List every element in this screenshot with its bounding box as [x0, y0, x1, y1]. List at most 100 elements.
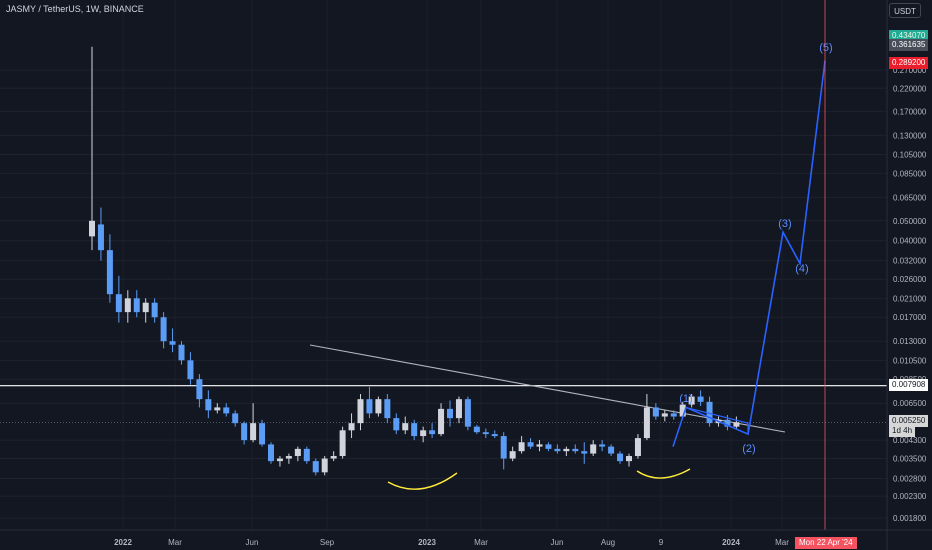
candle-body — [464, 399, 471, 427]
candle-body — [330, 456, 337, 459]
candle-body — [608, 446, 615, 454]
price-axis: 0.270000 0.220000 0.170000 0.130000 0.105000… — [886, 0, 927, 550]
y-tick-label: 0.085000 — [893, 169, 927, 178]
wave-labels-layer: (1) (2) (3) (4) (5) — [679, 42, 832, 455]
candle-body — [563, 448, 570, 452]
price-tag-resistance: 0.007908 — [889, 379, 929, 391]
candle-body — [402, 423, 409, 431]
candle-body — [536, 444, 543, 447]
candle-body — [142, 302, 149, 313]
x-tick-label: Jun — [551, 538, 564, 547]
y-tick-label: 0.002800 — [893, 474, 927, 483]
candle-body — [482, 432, 489, 435]
wave-label: (2) — [742, 443, 755, 455]
candle-body — [250, 423, 257, 441]
candle-body — [393, 418, 400, 431]
candle-body — [581, 451, 588, 454]
y-tick-label: 0.026000 — [893, 275, 927, 284]
y-tick-label: 0.270000 — [893, 66, 927, 75]
candle-body — [259, 423, 266, 445]
candle-body — [706, 401, 713, 424]
candle-body — [232, 413, 239, 424]
candle-body — [133, 298, 140, 313]
candle-body — [366, 399, 373, 414]
candle-body — [312, 461, 319, 473]
candle-body — [554, 448, 561, 452]
candle-body — [697, 396, 704, 402]
candle-body — [688, 396, 695, 405]
y-tick-label: 0.220000 — [893, 84, 927, 93]
y-tick-label: 0.013000 — [893, 337, 927, 346]
symbol-title: JASMY / TetherUS, 1W, BINANCE — [6, 4, 144, 14]
candle-body — [590, 444, 597, 454]
currency-button[interactable]: USDT — [889, 3, 921, 18]
x-tick-label: Mar — [474, 538, 488, 547]
candle-body — [375, 399, 382, 414]
candle-body — [447, 408, 453, 419]
candle-body — [420, 430, 427, 437]
y-tick-label: 0.065000 — [893, 193, 927, 202]
y-tick-label: 0.017000 — [893, 313, 927, 322]
candle-body — [339, 430, 346, 457]
candle-body — [491, 434, 498, 437]
candle-body — [97, 224, 104, 251]
candle-body — [429, 430, 436, 435]
wave-label: (1) — [679, 393, 692, 405]
price-tag-red: 0.289200 — [889, 57, 929, 69]
wave-label: (5) — [819, 42, 832, 54]
candle-body — [670, 413, 677, 417]
price-tag-current: 0.005250 — [889, 415, 929, 427]
candle-body — [106, 250, 113, 295]
candle-body — [303, 448, 310, 462]
wave-label: (3) — [778, 218, 791, 230]
trendline-layer — [309, 344, 786, 433]
y-tick-label: 0.021000 — [893, 294, 927, 303]
candle-body — [348, 423, 355, 431]
y-tick-label: 0.006500 — [893, 399, 927, 408]
candle-body — [214, 407, 221, 411]
horizontal-line-layer — [0, 385, 887, 423]
candle-body — [724, 419, 731, 427]
y-tick-label: 0.032000 — [893, 257, 927, 266]
candle-countdown: 1d 4h — [889, 425, 916, 437]
candle-body — [169, 341, 176, 345]
candle-body — [384, 399, 391, 419]
trendline[interactable] — [309, 344, 786, 433]
grid-layer — [0, 69, 887, 519]
price-tag-target: 0.361635 — [889, 39, 929, 51]
candle-body — [294, 448, 301, 457]
candle-body — [151, 302, 158, 318]
candle-body — [160, 317, 167, 342]
y-tick-label: 0.040000 — [893, 237, 927, 246]
x-tick-label: 2022 — [114, 538, 132, 547]
x-tick-label: Jun — [246, 538, 259, 547]
candle-body — [509, 451, 516, 459]
candle-body — [357, 399, 364, 424]
wave-label: (4) — [795, 263, 808, 275]
projection-layer — [672, 60, 826, 447]
x-tick-label: Mar — [168, 538, 182, 547]
candle-body — [321, 458, 328, 473]
candle-body — [626, 456, 632, 462]
y-tick-label: 0.105000 — [893, 150, 927, 159]
candle-body — [661, 413, 668, 417]
y-tick-label: 0.130000 — [893, 131, 927, 140]
candle-body — [617, 453, 624, 462]
candle-body — [438, 408, 445, 435]
candle-body — [455, 399, 462, 419]
candle-body — [652, 407, 659, 417]
candles-layer — [89, 46, 740, 476]
candle-body — [178, 344, 185, 361]
smile-annotations-layer — [387, 468, 691, 490]
x-tick-label: Mar — [775, 538, 789, 547]
candle-body — [679, 404, 686, 417]
y-tick-label: 0.010500 — [893, 356, 927, 365]
time-axis: 2022 Mar Jun Sep 2023 Mar Jun Aug 9 2024 Mar — [0, 529, 932, 547]
candle-body — [124, 298, 131, 313]
x-tick-label: Aug — [601, 538, 615, 547]
projection-path[interactable] — [672, 60, 826, 447]
candle-body — [527, 442, 534, 447]
candle-body — [545, 444, 552, 449]
